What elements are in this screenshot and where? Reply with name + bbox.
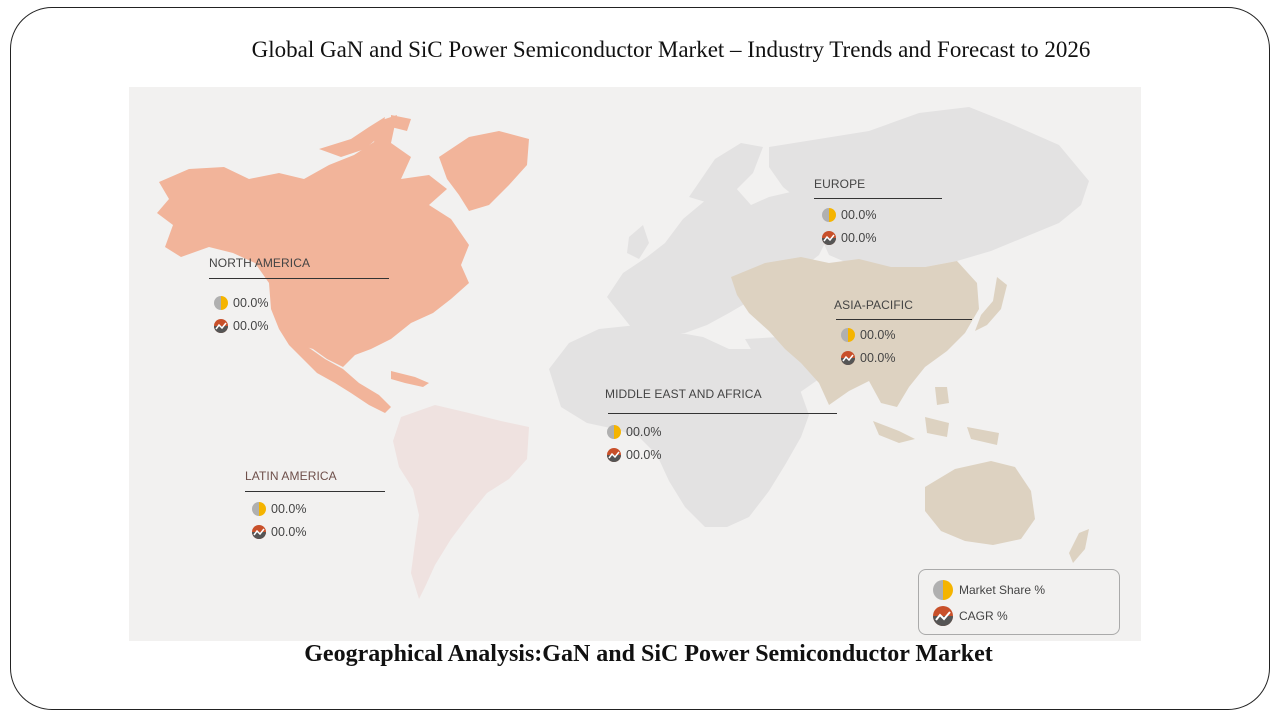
pie-icon [821,207,837,223]
madagascar-landmass [725,459,743,499]
cagr-middle-east-africa: 00.0% [606,447,661,463]
cagr-north-america: 00.0% [213,318,268,334]
world-map-panel [129,87,1141,641]
market-share-middle-east-africa: 00.0% [606,424,661,440]
pie-icon [213,295,229,311]
arctic-islands [319,115,411,157]
japan-islands [975,277,1007,331]
market-share-europe: 00.0% [821,207,876,223]
market-share-value: 00.0% [860,328,896,342]
trend-icon [251,524,267,540]
north-america-landmass [157,115,469,367]
cagr-value: 00.0% [271,525,307,539]
market-share-value: 00.0% [626,425,662,439]
market-share-value: 00.0% [233,296,269,310]
market-share-asia-pacific: 00.0% [840,327,895,343]
legend-item-market-share: Market Share % [931,579,1045,601]
world-map [157,107,1089,599]
europe-landmass [607,187,829,333]
australia-landmass [925,461,1035,545]
region-label-latin-america: LATIN AMERICA [245,469,337,483]
new-zealand-islands [1069,529,1089,563]
region-rule-asia-pacific [836,319,972,320]
region-rule-north-america [209,278,389,279]
legend-label-cagr: CAGR % [959,609,1008,623]
pie-icon [606,424,622,440]
legend-item-cagr: CAGR % [931,605,1008,627]
map-legend: Market Share % CAGR % [918,569,1120,635]
arabia-landmass [745,337,819,393]
region-label-europe: EUROPE [814,177,866,191]
region-rule-europe [814,198,942,199]
trend-icon [213,318,229,334]
pie-icon [251,501,267,517]
market-share-value: 00.0% [271,502,307,516]
cagr-asia-pacific: 00.0% [840,350,895,366]
market-share-value: 00.0% [841,208,877,222]
region-rule-latin-america [245,491,385,492]
trend-icon [840,350,856,366]
middle-east-africa-landmass [549,325,809,527]
legend-label-market-share: Market Share % [959,583,1046,597]
cagr-value: 00.0% [233,319,269,333]
asia-pacific-landmass [731,257,979,407]
trend-icon [606,447,622,463]
page-title: Global GaN and SiC Power Semiconductor M… [251,37,1091,62]
region-label-asia-pacific: ASIA-PACIFIC [834,298,913,312]
greenland-landmass [439,131,529,211]
north-asia-landmass [769,107,1089,269]
uk-islands [627,225,649,259]
pie-icon [931,579,955,601]
latin-america-landmass [393,405,529,599]
market-share-north-america: 00.0% [213,295,268,311]
pie-icon [840,327,856,343]
trend-icon [931,605,955,627]
southeast-asia-islands [873,387,999,445]
region-label-middle-east-africa: MIDDLE EAST AND AFRICA [605,387,762,401]
region-label-north-america: NORTH AMERICA [209,256,311,270]
cagr-value: 00.0% [841,231,877,245]
cagr-value: 00.0% [626,448,662,462]
trend-icon [821,230,837,246]
footer-caption: Geographical Analysis:GaN and SiC Power … [304,641,993,667]
caribbean-islands [391,371,429,387]
region-rule-middle-east-africa [608,413,837,414]
cagr-value: 00.0% [860,351,896,365]
market-share-latin-america: 00.0% [251,501,306,517]
cagr-latin-america: 00.0% [251,524,306,540]
central-america-landmass [279,329,391,413]
scandinavia-landmass [689,143,763,203]
cagr-europe: 00.0% [821,230,876,246]
